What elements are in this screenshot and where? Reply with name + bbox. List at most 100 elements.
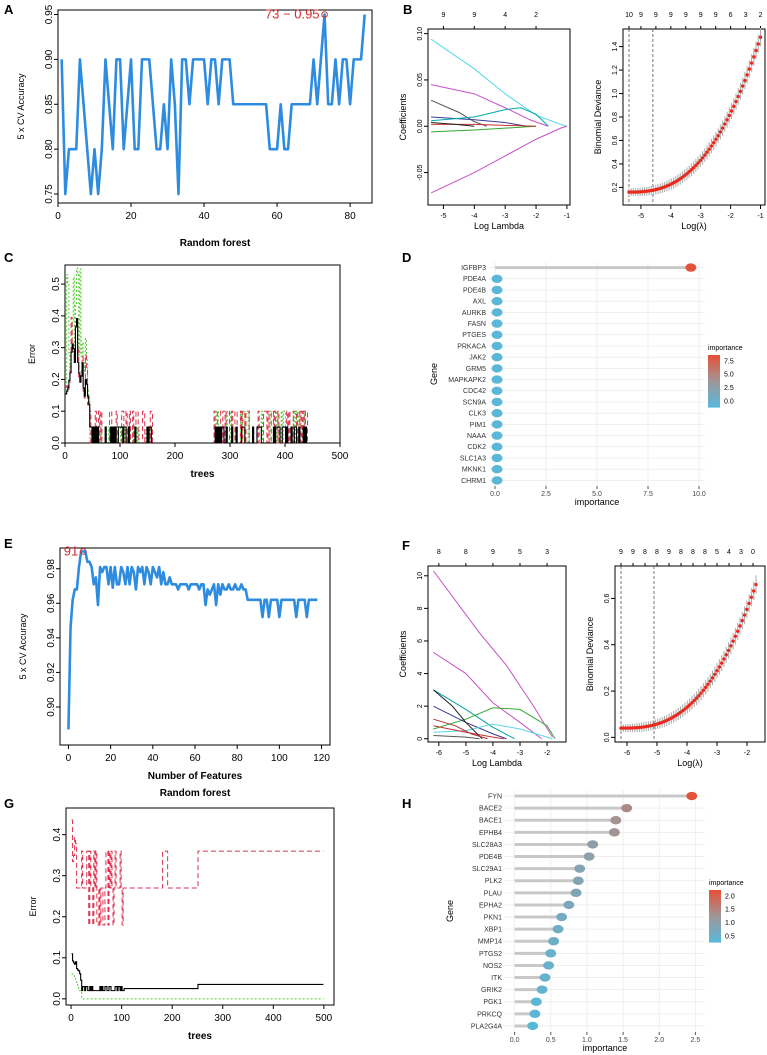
- gene-label: PDE4A: [463, 276, 486, 283]
- y-tick-label: 0.1: [51, 404, 62, 418]
- y-tick-label: 0.2: [604, 686, 611, 696]
- x-tick-label: 2.5: [691, 1037, 701, 1044]
- deviance-point: [747, 601, 751, 606]
- top-tick-label: 8: [703, 549, 707, 556]
- coefficient-path: [433, 718, 488, 740]
- top-tick-label: 2: [534, 12, 538, 19]
- lollipop-dot: [563, 900, 575, 910]
- gene-label: PTGS2: [479, 951, 502, 958]
- coefficient-path: [430, 125, 568, 194]
- gene-label: BACE1: [479, 818, 502, 825]
- x-tick-label: 200: [167, 451, 184, 462]
- lollipop-dot: [543, 961, 555, 970]
- top-tick-label: 9: [472, 12, 476, 19]
- deviance-point: [740, 84, 745, 88]
- legend-gradient-stop: [708, 359, 720, 362]
- panel-d-chart: IGFBP3 PDE4A PDE4B AXL AURKB FASN PTGES PRKACA J…: [429, 262, 706, 507]
- x-tick-label: 500: [316, 1013, 333, 1024]
- coefficient-path: [433, 570, 553, 738]
- gene-label: PDE4B: [463, 287, 486, 294]
- y-tick-label: 0.05: [417, 73, 424, 87]
- top-tick-label: 3: [545, 549, 549, 556]
- lollipop-dot: [583, 852, 595, 861]
- legend-label: 0.5: [725, 933, 735, 940]
- deviance-point: [719, 661, 724, 665]
- panel-letter-d: D: [402, 250, 411, 265]
- deviance-point: [752, 589, 756, 593]
- panel-letter-h: H: [402, 796, 411, 811]
- y-tick-label: 0.3: [51, 340, 62, 354]
- coefficient-path: [431, 122, 475, 127]
- deviance-point: [718, 130, 723, 134]
- top-tick-label: 5: [518, 549, 522, 556]
- panel-b-right-chart: -5 -4 -3 -2 -1 0.2 0.4 0.6 0.8 1.0 1.2 1.4 10 9 9 9 9 9 9 6…: [593, 12, 766, 231]
- y-tick-label: 0.85: [44, 94, 55, 114]
- x-tick-label: 0.5: [546, 1037, 556, 1044]
- chart-title-a: Random forest: [180, 238, 251, 249]
- deviance-point: [694, 163, 698, 168]
- x-tick-label: 200: [164, 1013, 181, 1024]
- legend-title: importance: [709, 880, 744, 887]
- x-tick-label: -2: [544, 750, 550, 757]
- deviance-point: [756, 42, 760, 46]
- legend-gradient-stop: [709, 936, 721, 939]
- y-axis-label: 5 x CV Accuracy: [16, 73, 26, 140]
- y-tick-label: 0.4: [612, 159, 619, 169]
- x-tick-label: 0.0: [490, 491, 500, 498]
- legend-gradient-stop: [709, 922, 721, 925]
- deviance-point: [707, 147, 711, 151]
- y-tick-label: 1.0: [612, 89, 619, 99]
- y-tick-label: 1.2: [612, 65, 619, 75]
- x-tick-label: 1.5: [618, 1037, 628, 1044]
- coefficient-path: [433, 651, 542, 740]
- legend-gradient-stop: [708, 401, 720, 404]
- y-tick-label: 0.0: [52, 991, 63, 1005]
- deviance-point: [738, 89, 743, 94]
- lollipop-dot: [491, 409, 503, 418]
- y-tick-label: 0.90: [46, 697, 57, 717]
- legend-gradient-stop: [709, 928, 721, 931]
- deviance-point: [725, 118, 729, 122]
- deviance-point: [735, 629, 740, 633]
- legend-gradient-stop: [709, 924, 721, 927]
- gene-label: FYN: [488, 793, 502, 800]
- legend-gradient-stop: [709, 910, 721, 913]
- legend-gradient-stop: [708, 355, 720, 358]
- y-tick-label: 2: [417, 704, 424, 708]
- deviance-point: [740, 618, 744, 623]
- deviance-point: [697, 693, 701, 698]
- deviance-point: [749, 61, 754, 65]
- y-tick-label: 0.2: [51, 372, 62, 386]
- deviance-point: [705, 150, 709, 154]
- lollipop-dot: [491, 420, 503, 429]
- lollipop-dot: [686, 791, 698, 801]
- class0-error-line: [65, 317, 340, 444]
- y-axis-label: Gene: [429, 363, 439, 385]
- legend-gradient-stop: [708, 397, 720, 400]
- lollipop-dot: [570, 888, 582, 898]
- top-tick-label: 6: [729, 12, 733, 19]
- lollipop-dot: [572, 876, 584, 885]
- legend-label: 7.5: [724, 358, 734, 365]
- x-tick-label: -3: [698, 213, 704, 220]
- x-tick-label: -6: [624, 750, 630, 757]
- deviance-point: [694, 696, 699, 700]
- panel-c-chart: 0 100 200 300 400 500 0.0 0.1 0.2 0.3 0.4 0.5 trees E…: [27, 264, 349, 480]
- x-axis-label: Number of Features: [148, 771, 243, 782]
- y-tick-label: 0.75: [44, 184, 55, 204]
- panel-letter-a: A: [4, 2, 14, 17]
- gene-label: PLA2G4A: [471, 1023, 502, 1030]
- legend-gradient-stop: [709, 906, 721, 909]
- deviance-point: [726, 648, 731, 653]
- x-tick-label: -1: [757, 213, 763, 220]
- legend-gradient-stop: [709, 932, 721, 935]
- y-tick-label: 0.8: [612, 112, 619, 122]
- legend-gradient-stop: [709, 892, 721, 895]
- class1-error-line: [71, 973, 324, 1000]
- x-tick-label: 100: [112, 451, 129, 462]
- y-axis-label: 5 x CV Accuracy: [18, 613, 28, 680]
- top-tick-label: 8: [437, 549, 441, 556]
- y-axis-label: Error: [27, 344, 37, 364]
- y-tick-label: 1.4: [612, 42, 619, 52]
- gene-label: PTGES: [462, 332, 486, 339]
